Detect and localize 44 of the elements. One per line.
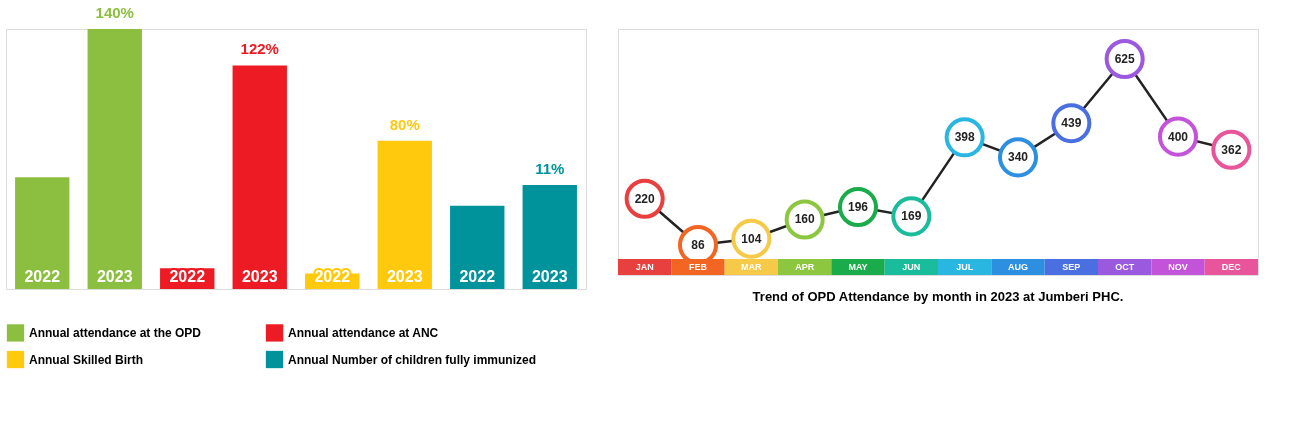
bar <box>232 65 287 289</box>
x-tick-label: APR <box>795 262 815 272</box>
bar <box>377 140 432 289</box>
data-label: 340 <box>1007 150 1029 165</box>
data-label: 400 <box>1167 129 1189 144</box>
data-label: 220 <box>634 191 655 206</box>
legend-label: Annual attendance at ANC <box>288 325 439 340</box>
x-tick-label: JUL <box>956 262 974 272</box>
x-tick-label: 2023 <box>96 268 133 285</box>
data-label: 362 <box>1221 142 1242 157</box>
x-tick-label: 2023 <box>241 268 278 285</box>
x-tick-label: AUG <box>1008 262 1028 272</box>
data-label: 625 <box>1114 52 1135 66</box>
data-label: 104 <box>741 231 762 246</box>
data-label: 160 <box>794 212 815 227</box>
x-tick-label: JUN <box>902 262 921 272</box>
legend-label: Annual attendance at the OPD <box>29 325 202 340</box>
bar <box>87 29 142 289</box>
x-tick-label: 2022 <box>24 268 61 285</box>
legend-label: Annual Number of children fully immunized <box>288 352 537 367</box>
x-tick-label: 2022 <box>169 268 206 285</box>
x-tick-label: 2023 <box>531 268 568 285</box>
data-label: 439 <box>1061 116 1082 131</box>
annotation: 11% <box>535 160 565 177</box>
data-label: 169 <box>901 209 922 224</box>
x-tick-label: MAR <box>741 262 763 272</box>
bar <box>15 177 70 289</box>
data-label: 398 <box>954 130 975 145</box>
x-tick-label: MAY <box>848 262 868 272</box>
x-tick-label: SEP <box>1062 262 1081 272</box>
data-label: 196 <box>847 200 869 215</box>
data-label: 86 <box>691 238 705 252</box>
x-tick-label: FEB <box>689 262 708 272</box>
x-tick-label: JAN <box>635 262 654 272</box>
text: 140% <box>95 4 134 21</box>
x-tick-label: 2023 <box>386 268 423 285</box>
annotation: 80% <box>389 115 420 133</box>
legend-label: Annual Skilled Birth <box>29 352 144 367</box>
x-tick-label: NOV <box>1168 262 1188 272</box>
x-tick-label: DEC <box>1221 262 1242 272</box>
x-tick-label: OCT <box>1115 262 1135 272</box>
annotation: 122% <box>240 40 279 58</box>
x-tick-label: 2022 <box>459 268 496 285</box>
text: Trend of OPD Attendance by month in 2023 at Jumberi PHC. <box>752 289 1124 304</box>
